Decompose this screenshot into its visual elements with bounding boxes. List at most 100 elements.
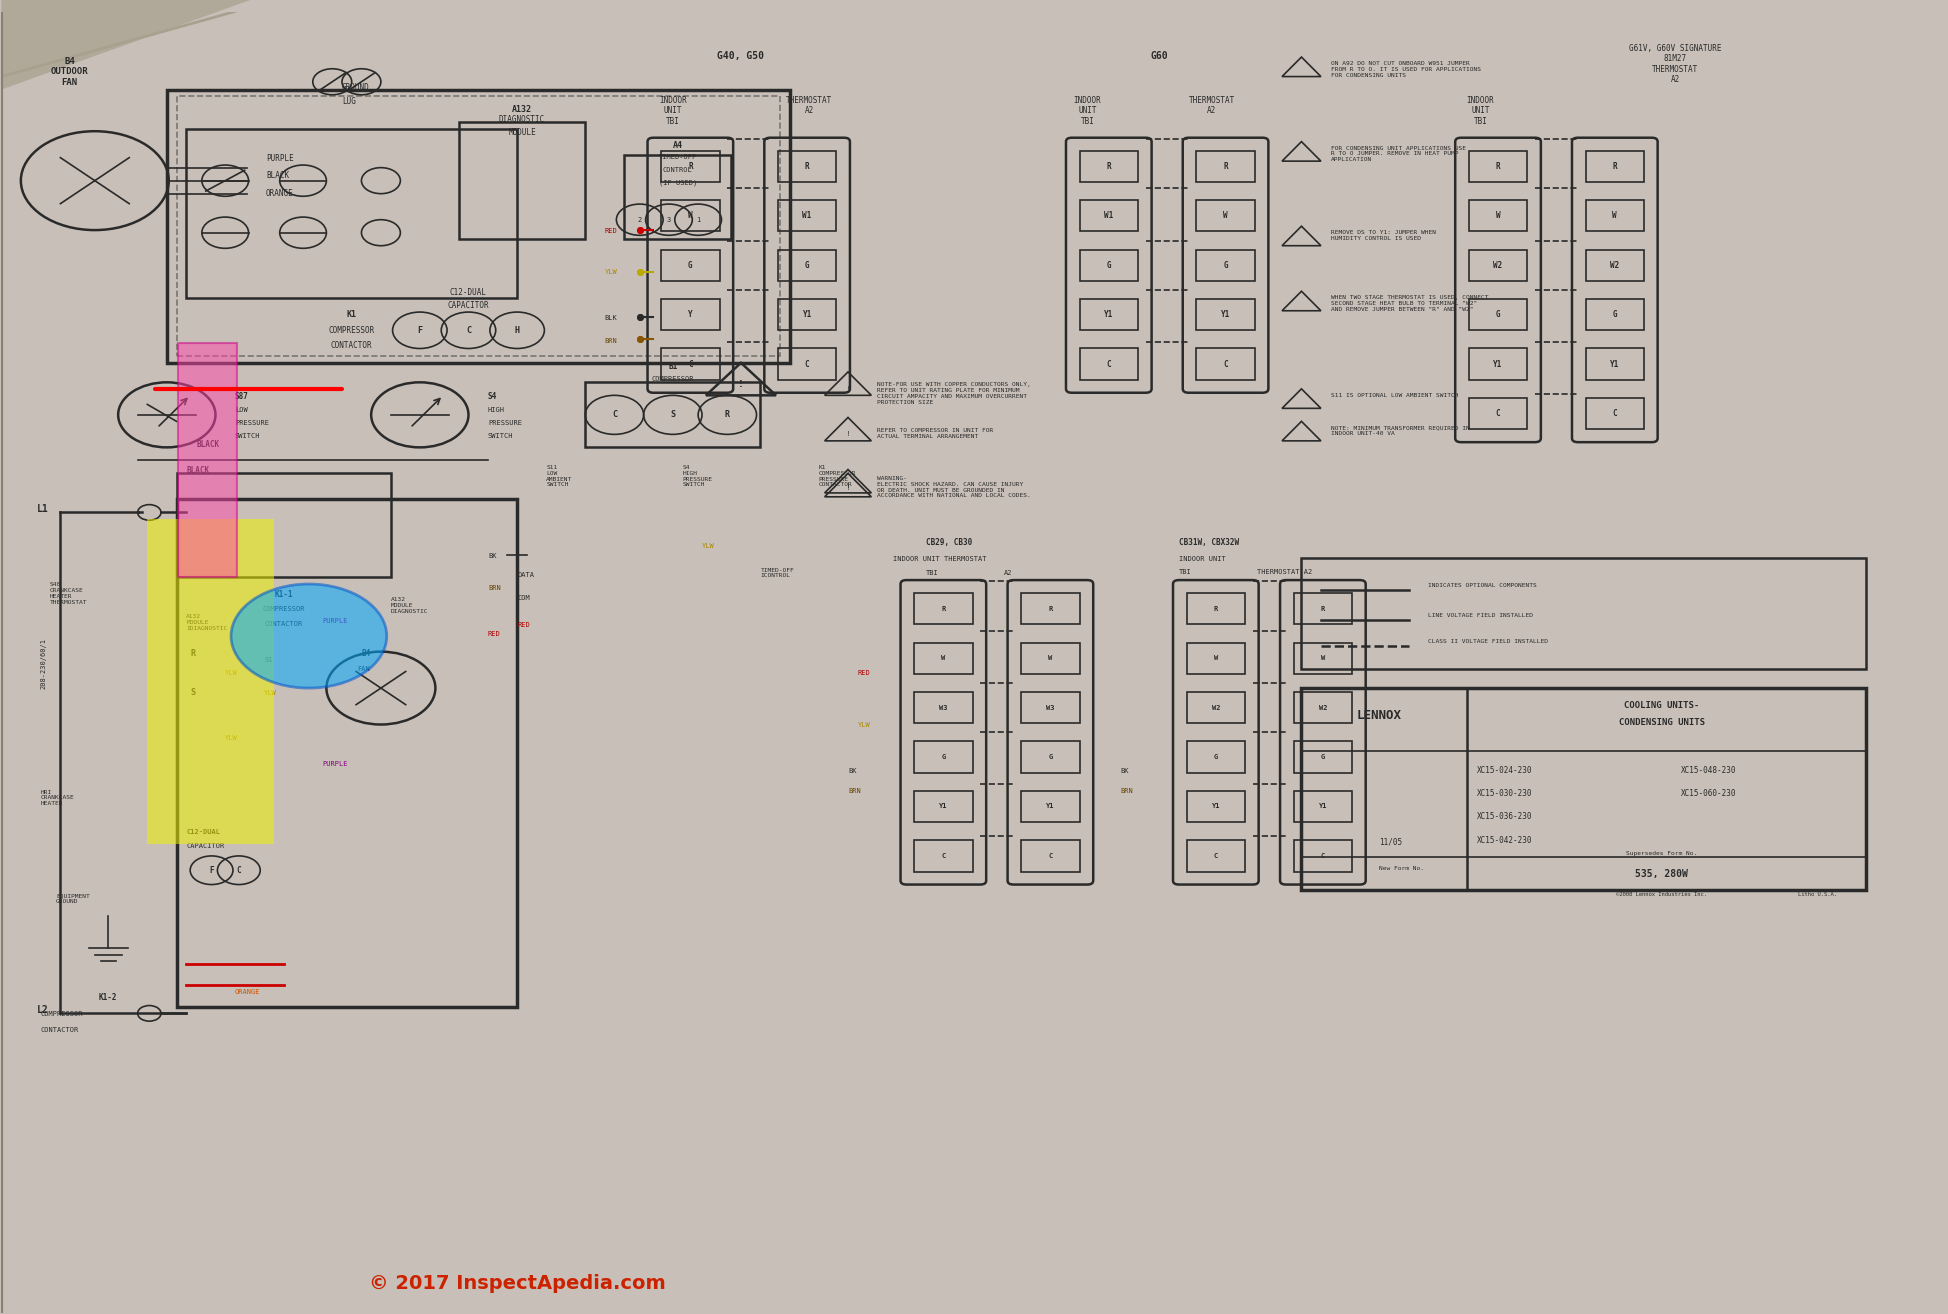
Text: Litho U.S.A.: Litho U.S.A. bbox=[1796, 892, 1835, 897]
Text: !: ! bbox=[845, 431, 849, 438]
Text: FOR CONDENSING UNIT APPLICATIONS USE
R TO O JUMPER. REMOVE IN HEAT PUMP
APPLICAT: FOR CONDENSING UNIT APPLICATIONS USE R T… bbox=[1330, 146, 1465, 162]
Text: W2: W2 bbox=[1492, 260, 1502, 269]
Bar bbox=[1586, 398, 1644, 430]
Text: HRI
CRANKCASE
HEATER: HRI CRANKCASE HEATER bbox=[41, 790, 74, 807]
Text: !: ! bbox=[845, 484, 849, 489]
Bar bbox=[1469, 398, 1527, 430]
Text: MODULE: MODULE bbox=[508, 127, 536, 137]
Text: W: W bbox=[1611, 212, 1617, 221]
Text: CONTACTOR: CONTACTOR bbox=[265, 620, 302, 627]
Text: LUG: LUG bbox=[341, 97, 356, 106]
Text: !: ! bbox=[738, 381, 742, 389]
Bar bbox=[1021, 593, 1079, 624]
Text: COMPRESSOR: COMPRESSOR bbox=[41, 1010, 82, 1017]
Text: G: G bbox=[1494, 310, 1500, 319]
Text: R: R bbox=[1223, 162, 1227, 171]
Text: W2: W2 bbox=[1609, 260, 1619, 269]
Text: YLW: YLW bbox=[604, 269, 618, 276]
Text: FAN: FAN bbox=[356, 666, 370, 673]
Text: C: C bbox=[1494, 409, 1500, 418]
Text: CAPACITOR: CAPACITOR bbox=[187, 844, 224, 849]
Text: YLW: YLW bbox=[265, 690, 277, 695]
Bar bbox=[1293, 593, 1352, 624]
Text: THERMOSTAT
A2: THERMOSTAT A2 bbox=[785, 96, 832, 116]
Bar bbox=[1079, 348, 1138, 380]
Text: W: W bbox=[1223, 212, 1227, 221]
Bar bbox=[1021, 841, 1079, 871]
Text: 11/05: 11/05 bbox=[1379, 837, 1403, 846]
Bar bbox=[660, 348, 719, 380]
Text: BRN: BRN bbox=[604, 338, 618, 344]
Circle shape bbox=[232, 583, 386, 689]
Text: C: C bbox=[688, 360, 692, 369]
Text: ©2008 Lennox Industries Inc.: ©2008 Lennox Industries Inc. bbox=[1615, 892, 1706, 897]
Text: SWITCH: SWITCH bbox=[487, 434, 512, 439]
Text: WHEN TWO STAGE THERMOSTAT IS USED, CONNECT
SECOND STAGE HEAT BULB TO TERMINAL "W: WHEN TWO STAGE THERMOSTAT IS USED, CONNE… bbox=[1330, 296, 1488, 311]
Text: K1-2: K1-2 bbox=[99, 993, 117, 1003]
Text: !: ! bbox=[845, 386, 849, 392]
Bar bbox=[458, 122, 584, 239]
Text: S40
CRANKCASE
HEATER
THERMOSTAT: S40 CRANKCASE HEATER THERMOSTAT bbox=[51, 582, 88, 604]
Bar bbox=[777, 300, 836, 330]
Text: Supersedes Form No.: Supersedes Form No. bbox=[1625, 850, 1697, 855]
Text: INDOOR
UNIT
TBI: INDOOR UNIT TBI bbox=[658, 96, 686, 126]
Text: C12-DUAL: C12-DUAL bbox=[187, 829, 220, 834]
Text: CLASS II VOLTAGE FIELD INSTALLED: CLASS II VOLTAGE FIELD INSTALLED bbox=[1428, 639, 1547, 644]
Text: A4: A4 bbox=[672, 141, 682, 150]
Bar bbox=[1301, 558, 1864, 669]
Text: CONDENSING UNITS: CONDENSING UNITS bbox=[1617, 717, 1704, 727]
Text: INDOOR
UNIT
TBI: INDOOR UNIT TBI bbox=[1467, 96, 1494, 126]
Text: PURPLE: PURPLE bbox=[267, 154, 294, 163]
Bar bbox=[1293, 791, 1352, 823]
Bar bbox=[914, 692, 972, 723]
Text: XC15-048-230: XC15-048-230 bbox=[1679, 766, 1736, 775]
Bar bbox=[177, 499, 516, 1007]
Text: THERMOSTAT A2: THERMOSTAT A2 bbox=[1256, 569, 1311, 574]
Text: R: R bbox=[1106, 162, 1110, 171]
Text: YLW: YLW bbox=[857, 723, 871, 728]
Bar bbox=[1469, 300, 1527, 330]
Text: THERMOSTAT
A2: THERMOSTAT A2 bbox=[1188, 96, 1235, 116]
Text: Y1: Y1 bbox=[1609, 360, 1619, 369]
Text: C: C bbox=[1321, 853, 1325, 859]
Text: RED: RED bbox=[604, 227, 618, 234]
Text: PURPLE: PURPLE bbox=[321, 761, 349, 767]
Text: BLACK: BLACK bbox=[267, 171, 288, 180]
Text: G: G bbox=[1321, 754, 1325, 759]
Text: RED: RED bbox=[516, 622, 530, 628]
Text: C12-DUAL: C12-DUAL bbox=[450, 288, 487, 297]
Text: Y: Y bbox=[688, 310, 692, 319]
Bar bbox=[914, 643, 972, 674]
Text: G: G bbox=[688, 260, 692, 269]
Bar bbox=[660, 151, 719, 181]
Text: W: W bbox=[1214, 656, 1218, 661]
Text: CONTACTOR: CONTACTOR bbox=[331, 342, 372, 351]
Text: CAPACITOR: CAPACITOR bbox=[448, 301, 489, 310]
Text: Y1: Y1 bbox=[1212, 803, 1219, 809]
Text: W2: W2 bbox=[1212, 704, 1219, 711]
Text: XC15-024-230: XC15-024-230 bbox=[1477, 766, 1531, 775]
Text: WARNING-
ELECTRIC SHOCK HAZARD. CAN CAUSE INJURY
OR DEATH. UNIT MUST BE GROUNDED: WARNING- ELECTRIC SHOCK HAZARD. CAN CAUS… bbox=[877, 476, 1030, 498]
Text: BK: BK bbox=[847, 767, 855, 774]
Text: New Form No.: New Form No. bbox=[1379, 866, 1424, 871]
Text: CONTROL: CONTROL bbox=[662, 167, 692, 172]
Bar bbox=[777, 200, 836, 231]
Bar bbox=[1021, 692, 1079, 723]
Text: C: C bbox=[1048, 853, 1052, 859]
Text: 2: 2 bbox=[637, 217, 641, 222]
Text: COMPRESSOR: COMPRESSOR bbox=[329, 326, 374, 335]
Text: BK: BK bbox=[487, 553, 497, 558]
Text: YLW: YLW bbox=[226, 735, 238, 741]
Text: SWITCH: SWITCH bbox=[236, 434, 261, 439]
Text: XC15-060-230: XC15-060-230 bbox=[1679, 790, 1736, 798]
Text: A132: A132 bbox=[512, 105, 532, 114]
Text: XC15-030-230: XC15-030-230 bbox=[1477, 790, 1531, 798]
Bar bbox=[1293, 841, 1352, 871]
Text: C: C bbox=[1214, 853, 1218, 859]
Text: C: C bbox=[236, 866, 242, 875]
Text: B4
OUTDOOR
FAN: B4 OUTDOOR FAN bbox=[51, 57, 88, 87]
Text: G: G bbox=[805, 260, 808, 269]
Text: K1: K1 bbox=[347, 310, 356, 319]
Bar bbox=[660, 300, 719, 330]
Text: G: G bbox=[1214, 754, 1218, 759]
